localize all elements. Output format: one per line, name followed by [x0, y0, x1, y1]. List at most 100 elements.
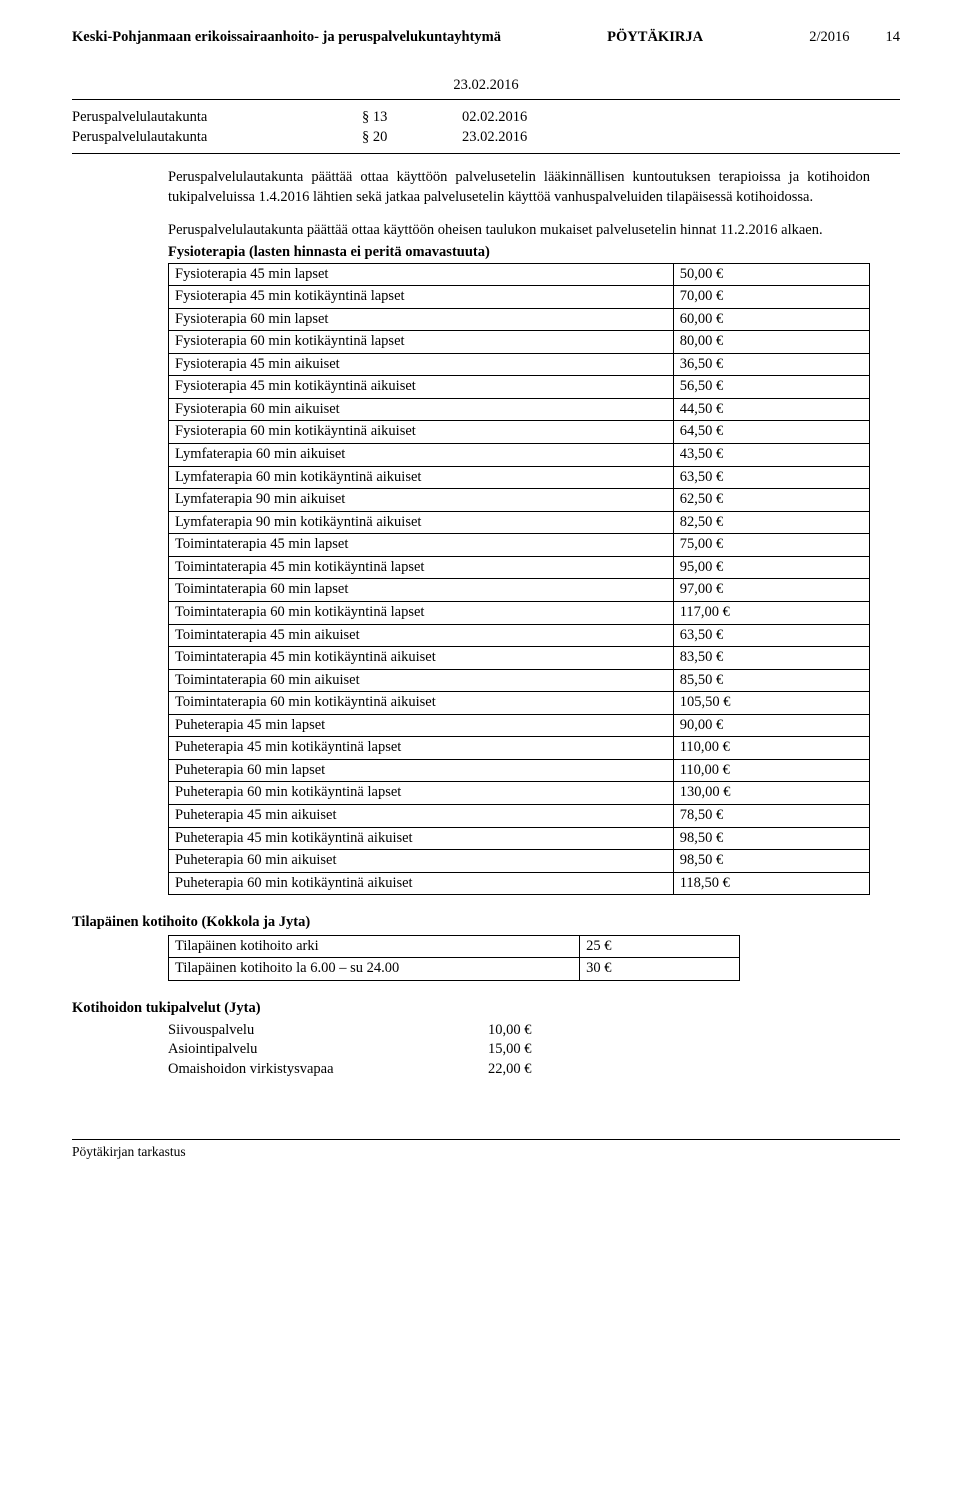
- agenda-separator: [72, 153, 900, 154]
- doc-meta: 2/2016 14: [809, 28, 900, 48]
- document-header: Keski-Pohjanmaan erikoissairaanhoito- ja…: [72, 28, 900, 48]
- service-price: 75,00 €: [673, 534, 869, 557]
- table-row: Fysioterapia 60 min kotikäyntinä aikuise…: [169, 421, 870, 444]
- service-price: 43,50 €: [673, 444, 869, 467]
- service-price: 117,00 €: [673, 601, 869, 624]
- service-price: 56,50 €: [673, 376, 869, 399]
- intro-paragraph-2: Peruspalvelulautakunta päättää ottaa käy…: [168, 221, 870, 241]
- service-name: Toimintaterapia 45 min kotikäyntinä laps…: [169, 556, 674, 579]
- table-row: Puheterapia 45 min kotikäyntinä aikuiset…: [169, 827, 870, 850]
- service-name: Fysioterapia 45 min kotikäyntinä aikuise…: [169, 376, 674, 399]
- service-name: Puheterapia 45 min aikuiset: [169, 805, 674, 828]
- service-name: Fysioterapia 60 min aikuiset: [169, 398, 674, 421]
- service-price: 98,50 €: [673, 850, 869, 873]
- service-price: 25 €: [580, 935, 740, 958]
- service-price: 63,50 €: [673, 624, 869, 647]
- agenda-date: 23.02.2016: [462, 128, 527, 148]
- price-table-heading: Fysioterapia (lasten hinnasta ei peritä …: [168, 243, 870, 263]
- service-price: 44,50 €: [673, 398, 869, 421]
- service-name: Omaishoidon virkistysvapaa: [168, 1060, 488, 1080]
- table-row: Toimintaterapia 45 min aikuiset63,50 €: [169, 624, 870, 647]
- list-item: Omaishoidon virkistysvapaa22,00 €: [168, 1060, 740, 1080]
- service-price: 78,50 €: [673, 805, 869, 828]
- service-name: Asiointipalvelu: [168, 1040, 488, 1060]
- service-price: 85,50 €: [673, 669, 869, 692]
- table-row: Toimintaterapia 60 min kotikäyntinä aiku…: [169, 692, 870, 715]
- service-price: 105,50 €: [673, 692, 869, 715]
- support-table: Siivouspalvelu10,00 €Asiointipalvelu15,0…: [168, 1021, 740, 1080]
- table-row: Puheterapia 45 min aikuiset78,50 €: [169, 805, 870, 828]
- table-row: Fysioterapia 45 min lapset50,00 €: [169, 263, 870, 286]
- table-row: Lymfaterapia 60 min kotikäyntinä aikuise…: [169, 466, 870, 489]
- service-price: 36,50 €: [673, 353, 869, 376]
- agenda-date: 02.02.2016: [462, 108, 527, 128]
- agenda-body: Peruspalvelulautakunta: [72, 108, 322, 128]
- table-row: Toimintaterapia 60 min lapset97,00 €: [169, 579, 870, 602]
- service-name: Toimintaterapia 45 min lapset: [169, 534, 674, 557]
- service-price: 22,00 €: [488, 1060, 532, 1080]
- service-price: 60,00 €: [673, 308, 869, 331]
- table-row: Fysioterapia 45 min aikuiset36,50 €: [169, 353, 870, 376]
- header-separator: [72, 99, 900, 100]
- agenda-section: § 13: [362, 108, 422, 128]
- service-price: 118,50 €: [673, 872, 869, 895]
- service-name: Fysioterapia 60 min lapset: [169, 308, 674, 331]
- service-price: 10,00 €: [488, 1021, 532, 1041]
- table-row: Tilapäinen kotihoito la 6.00 – su 24.003…: [169, 958, 740, 981]
- agenda-block: Peruspalvelulautakunta § 13 02.02.2016 P…: [72, 108, 900, 147]
- intro-paragraph-1: Peruspalvelulautakunta päättää ottaa käy…: [168, 168, 870, 207]
- service-name: Lymfaterapia 60 min kotikäyntinä aikuise…: [169, 466, 674, 489]
- table-row: Fysioterapia 45 min kotikäyntinä lapset7…: [169, 286, 870, 309]
- table-row: Toimintaterapia 60 min aikuiset85,50 €: [169, 669, 870, 692]
- price-table-wrap: Fysioterapia (lasten hinnasta ei peritä …: [168, 243, 870, 895]
- table-row: Lymfaterapia 90 min aikuiset62,50 €: [169, 489, 870, 512]
- service-price: 82,50 €: [673, 511, 869, 534]
- service-price: 98,50 €: [673, 827, 869, 850]
- table-row: Fysioterapia 60 min aikuiset44,50 €: [169, 398, 870, 421]
- service-name: Fysioterapia 60 min kotikäyntinä lapset: [169, 331, 674, 354]
- service-price: 80,00 €: [673, 331, 869, 354]
- table-row: Puheterapia 45 min lapset90,00 €: [169, 714, 870, 737]
- table-row: Puheterapia 60 min kotikäyntinä lapset13…: [169, 782, 870, 805]
- service-name: Lymfaterapia 60 min aikuiset: [169, 444, 674, 467]
- doc-type: PÖYTÄKIRJA: [607, 28, 703, 48]
- table-row: Puheterapia 60 min lapset110,00 €: [169, 759, 870, 782]
- service-price: 62,50 €: [673, 489, 869, 512]
- table-row: Toimintaterapia 60 min kotikäyntinä laps…: [169, 601, 870, 624]
- table-row: Lymfaterapia 90 min kotikäyntinä aikuise…: [169, 511, 870, 534]
- service-name: Toimintaterapia 45 min aikuiset: [169, 624, 674, 647]
- service-name: Tilapäinen kotihoito la 6.00 – su 24.00: [169, 958, 580, 981]
- table-row: Lymfaterapia 60 min aikuiset43,50 €: [169, 444, 870, 467]
- agenda-row: Peruspalvelulautakunta § 20 23.02.2016: [72, 128, 900, 148]
- agenda-row: Peruspalvelulautakunta § 13 02.02.2016: [72, 108, 900, 128]
- service-name: Puheterapia 60 min kotikäyntinä aikuiset: [169, 872, 674, 895]
- agenda-body: Peruspalvelulautakunta: [72, 128, 322, 148]
- service-name: Fysioterapia 45 min lapset: [169, 263, 674, 286]
- price-table: Fysioterapia 45 min lapset50,00 €Fysiote…: [168, 263, 870, 896]
- service-name: Fysioterapia 45 min aikuiset: [169, 353, 674, 376]
- service-name: Toimintaterapia 60 min lapset: [169, 579, 674, 602]
- doc-date: 23.02.2016: [72, 76, 900, 100]
- service-price: 30 €: [580, 958, 740, 981]
- list-item: Siivouspalvelu10,00 €: [168, 1021, 740, 1041]
- service-name: Puheterapia 60 min kotikäyntinä lapset: [169, 782, 674, 805]
- table-row: Toimintaterapia 45 min lapset75,00 €: [169, 534, 870, 557]
- service-price: 83,50 €: [673, 647, 869, 670]
- table-row: Puheterapia 60 min aikuiset98,50 €: [169, 850, 870, 873]
- service-price: 90,00 €: [673, 714, 869, 737]
- service-price: 95,00 €: [673, 556, 869, 579]
- service-name: Toimintaterapia 60 min kotikäyntinä aiku…: [169, 692, 674, 715]
- service-name: Toimintaterapia 60 min kotikäyntinä laps…: [169, 601, 674, 624]
- org-name: Keski-Pohjanmaan erikoissairaanhoito- ja…: [72, 28, 501, 48]
- temp-care-wrap: Tilapäinen kotihoito arki25 €Tilapäinen …: [168, 935, 740, 981]
- service-name: Puheterapia 45 min lapset: [169, 714, 674, 737]
- service-price: 50,00 €: [673, 263, 869, 286]
- service-name: Siivouspalvelu: [168, 1021, 488, 1041]
- list-item: Asiointipalvelu15,00 €: [168, 1040, 740, 1060]
- table-row: Tilapäinen kotihoito arki25 €: [169, 935, 740, 958]
- service-name: Toimintaterapia 60 min aikuiset: [169, 669, 674, 692]
- service-name: Lymfaterapia 90 min aikuiset: [169, 489, 674, 512]
- agenda-section: § 20: [362, 128, 422, 148]
- table-row: Fysioterapia 60 min kotikäyntinä lapset8…: [169, 331, 870, 354]
- table-row: Toimintaterapia 45 min kotikäyntinä aiku…: [169, 647, 870, 670]
